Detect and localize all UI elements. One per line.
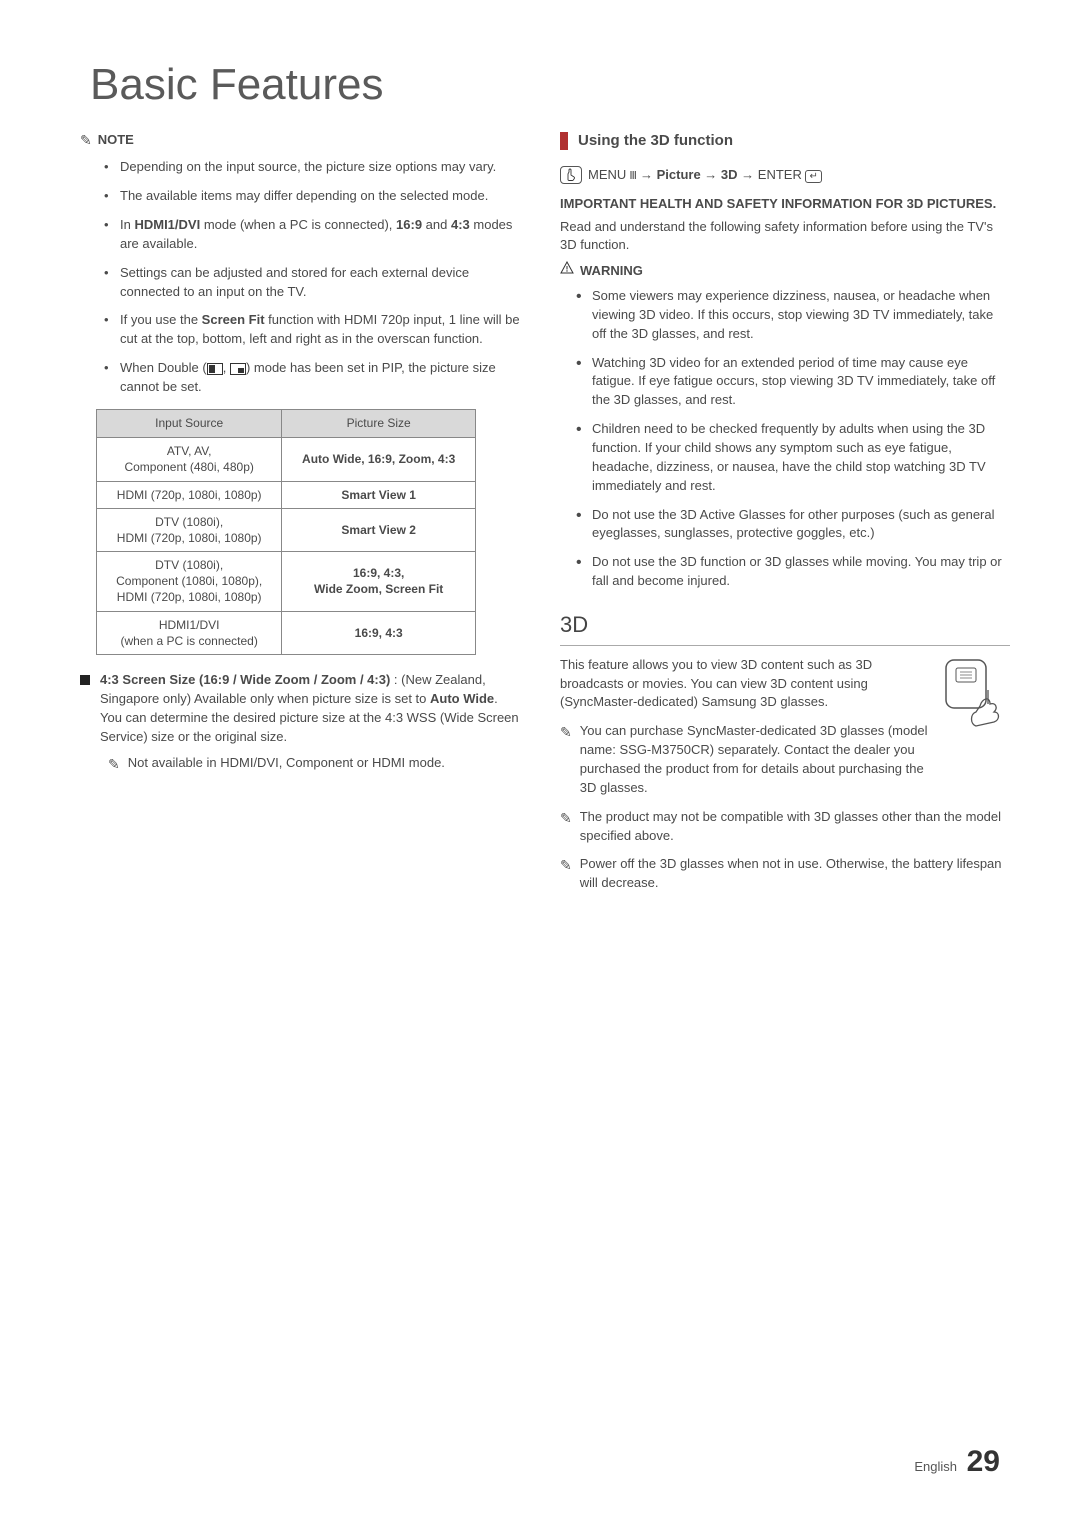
note-icon: ✎ <box>80 130 92 150</box>
left-column: ✎ NOTE Depending on the input source, th… <box>70 130 520 893</box>
warning-item: Children need to be checked frequently b… <box>576 420 1010 495</box>
warning-item: Watching 3D video for an extended period… <box>576 354 1010 411</box>
warning-icon <box>560 261 574 281</box>
warning-label: WARNING <box>580 262 643 281</box>
content-columns: ✎ NOTE Depending on the input source, th… <box>70 130 1010 893</box>
warning-list: Some viewers may experience dizziness, n… <box>560 287 1010 591</box>
table-header: Input Source <box>97 409 282 437</box>
table-row: ATV, AV,Component (480i, 480p)Auto Wide,… <box>97 438 476 481</box>
note-bullet: If you use the Screen Fit function with … <box>108 311 520 349</box>
input-source-table: Input Source Picture Size ATV, AV,Compon… <box>96 409 476 655</box>
footer-page-number: 29 <box>967 1445 1000 1478</box>
threed-tip-text: The product may not be compatible with 3… <box>580 808 1010 846</box>
threed-tip-text: You can purchase SyncMaster-dedicated 3D… <box>580 722 928 797</box>
note-icon: ✎ <box>108 754 120 774</box>
table-cell: 16:9, 4:3 <box>282 611 476 654</box>
table-cell: Auto Wide, 16:9, Zoom, 4:3 <box>282 438 476 481</box>
remote-illustration <box>940 656 1010 746</box>
note-header: ✎ NOTE <box>70 130 520 150</box>
table-cell: Smart View 2 <box>282 508 476 551</box>
threed-heading: 3D <box>560 609 1010 646</box>
threed-tip: ✎ You can purchase SyncMaster-dedicated … <box>560 722 928 797</box>
threed-intro-text: This feature allows you to view 3D conte… <box>560 656 928 798</box>
table-header: Picture Size <box>282 409 476 437</box>
warning-item: Do not use the 3D function or 3D glasses… <box>576 553 1010 591</box>
note-bullet: The available items may differ depending… <box>108 187 520 206</box>
table-cell: DTV (1080i),HDMI (720p, 1080i, 1080p) <box>97 508 282 551</box>
note-bullet: When Double (, ) mode has been set in PI… <box>108 359 520 397</box>
table-row: DTV (1080i),Component (1080i, 1080p),HDM… <box>97 552 476 612</box>
note-bullet: Settings can be adjusted and stored for … <box>108 264 520 302</box>
table-cell: 16:9, 4:3,Wide Zoom, Screen Fit <box>282 552 476 612</box>
threed-intro-block: This feature allows you to view 3D conte… <box>560 656 1010 798</box>
threed-tip-text: Power off the 3D glasses when not in use… <box>580 855 1010 893</box>
note-icon: ✎ <box>560 855 572 893</box>
table-body: ATV, AV,Component (480i, 480p)Auto Wide,… <box>97 438 476 655</box>
screen-size-text: 4:3 Screen Size (16:9 / Wide Zoom / Zoom… <box>100 671 520 746</box>
threed-body: This feature allows you to view 3D conte… <box>560 656 928 713</box>
table-row: DTV (1080i),HDMI (720p, 1080i, 1080p)Sma… <box>97 508 476 551</box>
square-bullet-icon <box>80 675 90 685</box>
note-bullet-list: Depending on the input source, the pictu… <box>70 158 520 396</box>
note-icon: ✎ <box>560 808 572 846</box>
menu-path: MENU Ⅲ → Picture → 3D → ENTER ↵ <box>560 166 1010 185</box>
threed-tip: ✎ The product may not be compatible with… <box>560 808 1010 846</box>
table-cell: HDMI1/DVI(when a PC is connected) <box>97 611 282 654</box>
screen-size-title: 4:3 Screen Size (16:9 / Wide Zoom / Zoom… <box>100 672 390 687</box>
screen-size-item: 4:3 Screen Size (16:9 / Wide Zoom / Zoom… <box>70 671 520 746</box>
screen-size-subnote: ✎ Not available in HDMI/DVI, Component o… <box>70 754 520 774</box>
page-title: Basic Features <box>90 60 1010 110</box>
right-column: Using the 3D function MENU Ⅲ → Picture →… <box>560 130 1010 893</box>
section-header: Using the 3D function <box>560 130 1010 152</box>
section-title: Using the 3D function <box>578 130 733 152</box>
table-cell: ATV, AV,Component (480i, 480p) <box>97 438 282 481</box>
table-cell: HDMI (720p, 1080i, 1080p) <box>97 481 282 508</box>
note-bullet: In HDMI1/DVI mode (when a PC is connecte… <box>108 216 520 254</box>
page-footer: English 29 <box>914 1445 1000 1479</box>
section-bar-icon <box>560 132 568 150</box>
warning-item: Do not use the 3D Active Glasses for oth… <box>576 506 1010 544</box>
table-row: HDMI1/DVI(when a PC is connected)16:9, 4… <box>97 611 476 654</box>
warning-header: WARNING <box>560 261 1010 281</box>
remote-hand-icon <box>560 166 582 184</box>
table-row: HDMI (720p, 1080i, 1080p)Smart View 1 <box>97 481 476 508</box>
footer-language: English <box>914 1459 957 1474</box>
threed-tip: ✎ Power off the 3D glasses when not in u… <box>560 855 1010 893</box>
table-cell: DTV (1080i),Component (1080i, 1080p),HDM… <box>97 552 282 612</box>
read-understand-text: Read and understand the following safety… <box>560 218 1010 256</box>
menu-path-text: MENU Ⅲ → Picture → 3D → ENTER ↵ <box>588 166 822 185</box>
warning-item: Some viewers may experience dizziness, n… <box>576 287 1010 344</box>
screen-size-subnote-text: Not available in HDMI/DVI, Component or … <box>128 754 445 774</box>
table-cell: Smart View 1 <box>282 481 476 508</box>
important-heading: IMPORTANT HEALTH AND SAFETY INFORMATION … <box>560 195 1010 214</box>
note-bullet: Depending on the input source, the pictu… <box>108 158 520 177</box>
note-icon: ✎ <box>560 722 572 797</box>
note-label: NOTE <box>98 131 134 150</box>
